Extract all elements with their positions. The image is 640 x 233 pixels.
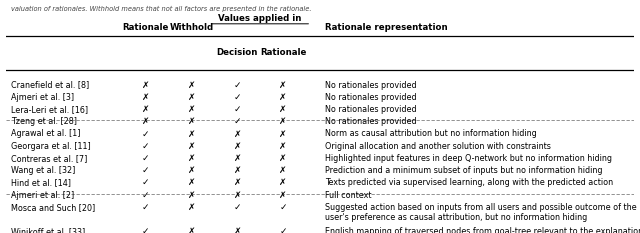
Text: Texts predicted via supervised learning, along with the predicted action: Texts predicted via supervised learning,… <box>325 178 613 187</box>
Text: Decision: Decision <box>216 48 258 57</box>
Text: ✗: ✗ <box>279 178 287 187</box>
Text: ✗: ✗ <box>142 81 149 90</box>
Text: ✗: ✗ <box>234 130 241 138</box>
Text: ✗: ✗ <box>279 154 287 163</box>
Text: No rationales provided: No rationales provided <box>325 117 417 126</box>
Text: Georgara et al. [11]: Georgara et al. [11] <box>12 142 91 151</box>
Text: ✗: ✗ <box>188 117 195 126</box>
Text: Full context: Full context <box>325 191 371 200</box>
Text: Rationale: Rationale <box>260 48 306 57</box>
Text: ✗: ✗ <box>279 81 287 90</box>
Text: Wang et al. [32]: Wang et al. [32] <box>12 166 76 175</box>
Text: Values applied in: Values applied in <box>218 14 302 23</box>
Text: ✓: ✓ <box>142 191 149 200</box>
Text: ✗: ✗ <box>188 178 195 187</box>
Text: ✗: ✗ <box>188 203 195 212</box>
Text: ✓: ✓ <box>234 203 241 212</box>
Text: ✗: ✗ <box>279 117 287 126</box>
Text: ✓: ✓ <box>234 81 241 90</box>
Text: ✓: ✓ <box>142 130 149 138</box>
Text: Rationale representation: Rationale representation <box>325 23 447 31</box>
Text: ✗: ✗ <box>279 166 287 175</box>
Text: ✓: ✓ <box>142 178 149 187</box>
Text: Original allocation and another solution with constraints: Original allocation and another solution… <box>325 142 551 151</box>
Text: Suggested action based on inputs from all users and possible outcome of the
user: Suggested action based on inputs from al… <box>325 203 637 222</box>
Text: Contreras et al. [7]: Contreras et al. [7] <box>12 154 88 163</box>
Text: ✗: ✗ <box>234 154 241 163</box>
Text: ✗: ✗ <box>279 130 287 138</box>
Text: Highlighted input features in deep Q-network but no information hiding: Highlighted input features in deep Q-net… <box>325 154 612 163</box>
Text: ✓: ✓ <box>142 166 149 175</box>
Text: Winikoff et al. [33]: Winikoff et al. [33] <box>12 227 86 233</box>
Text: Rationale: Rationale <box>122 23 169 31</box>
Text: ✗: ✗ <box>234 178 241 187</box>
Text: Lera-Leri et al. [16]: Lera-Leri et al. [16] <box>12 105 88 114</box>
Text: ✗: ✗ <box>142 117 149 126</box>
Text: ✓: ✓ <box>234 105 241 114</box>
Text: Tzeng et al. [28]: Tzeng et al. [28] <box>12 117 77 126</box>
Text: ✗: ✗ <box>188 142 195 151</box>
Text: ✗: ✗ <box>234 142 241 151</box>
Text: ✗: ✗ <box>188 81 195 90</box>
Text: ✓: ✓ <box>279 227 287 233</box>
Text: English mapping of traversed nodes from goal-tree relevant to the explanation: English mapping of traversed nodes from … <box>325 227 640 233</box>
Text: No rationales provided: No rationales provided <box>325 81 417 90</box>
Text: ✗: ✗ <box>188 93 195 102</box>
Text: Cranefield et al. [8]: Cranefield et al. [8] <box>12 81 90 90</box>
Text: ✗: ✗ <box>142 93 149 102</box>
Text: valuation of rationales. Withhold means that not all factors are presented in th: valuation of rationales. Withhold means … <box>12 6 312 12</box>
Text: Ajmeri et al. [3]: Ajmeri et al. [3] <box>12 93 74 102</box>
Text: Hind et al. [14]: Hind et al. [14] <box>12 178 72 187</box>
Text: Mosca and Such [20]: Mosca and Such [20] <box>12 203 95 212</box>
Text: ✗: ✗ <box>188 166 195 175</box>
Text: Norm as causal attribution but no information hiding: Norm as causal attribution but no inform… <box>325 130 537 138</box>
Text: ✓: ✓ <box>142 154 149 163</box>
Text: Prediction and a minimum subset of inputs but no information hiding: Prediction and a minimum subset of input… <box>325 166 602 175</box>
Text: No rationales provided: No rationales provided <box>325 105 417 114</box>
Text: ✓: ✓ <box>234 117 241 126</box>
Text: Ajmeri et al. [2]: Ajmeri et al. [2] <box>12 191 75 200</box>
Text: ✗: ✗ <box>279 93 287 102</box>
Text: Withhold: Withhold <box>170 23 214 31</box>
Text: ✗: ✗ <box>234 191 241 200</box>
Text: ✗: ✗ <box>234 166 241 175</box>
Text: ✗: ✗ <box>188 154 195 163</box>
Text: ✗: ✗ <box>188 130 195 138</box>
Text: ✓: ✓ <box>142 227 149 233</box>
Text: ✓: ✓ <box>142 142 149 151</box>
Text: No rationales provided: No rationales provided <box>325 93 417 102</box>
Text: ✗: ✗ <box>142 105 149 114</box>
Text: ✗: ✗ <box>279 142 287 151</box>
Text: ✗: ✗ <box>188 227 195 233</box>
Text: ✓: ✓ <box>279 203 287 212</box>
Text: ✗: ✗ <box>279 105 287 114</box>
Text: Agrawal et al. [1]: Agrawal et al. [1] <box>12 130 81 138</box>
Text: ✗: ✗ <box>279 191 287 200</box>
Text: ✗: ✗ <box>188 105 195 114</box>
Text: ✗: ✗ <box>234 227 241 233</box>
Text: ✗: ✗ <box>188 191 195 200</box>
Text: ✓: ✓ <box>142 203 149 212</box>
Text: ✓: ✓ <box>234 93 241 102</box>
